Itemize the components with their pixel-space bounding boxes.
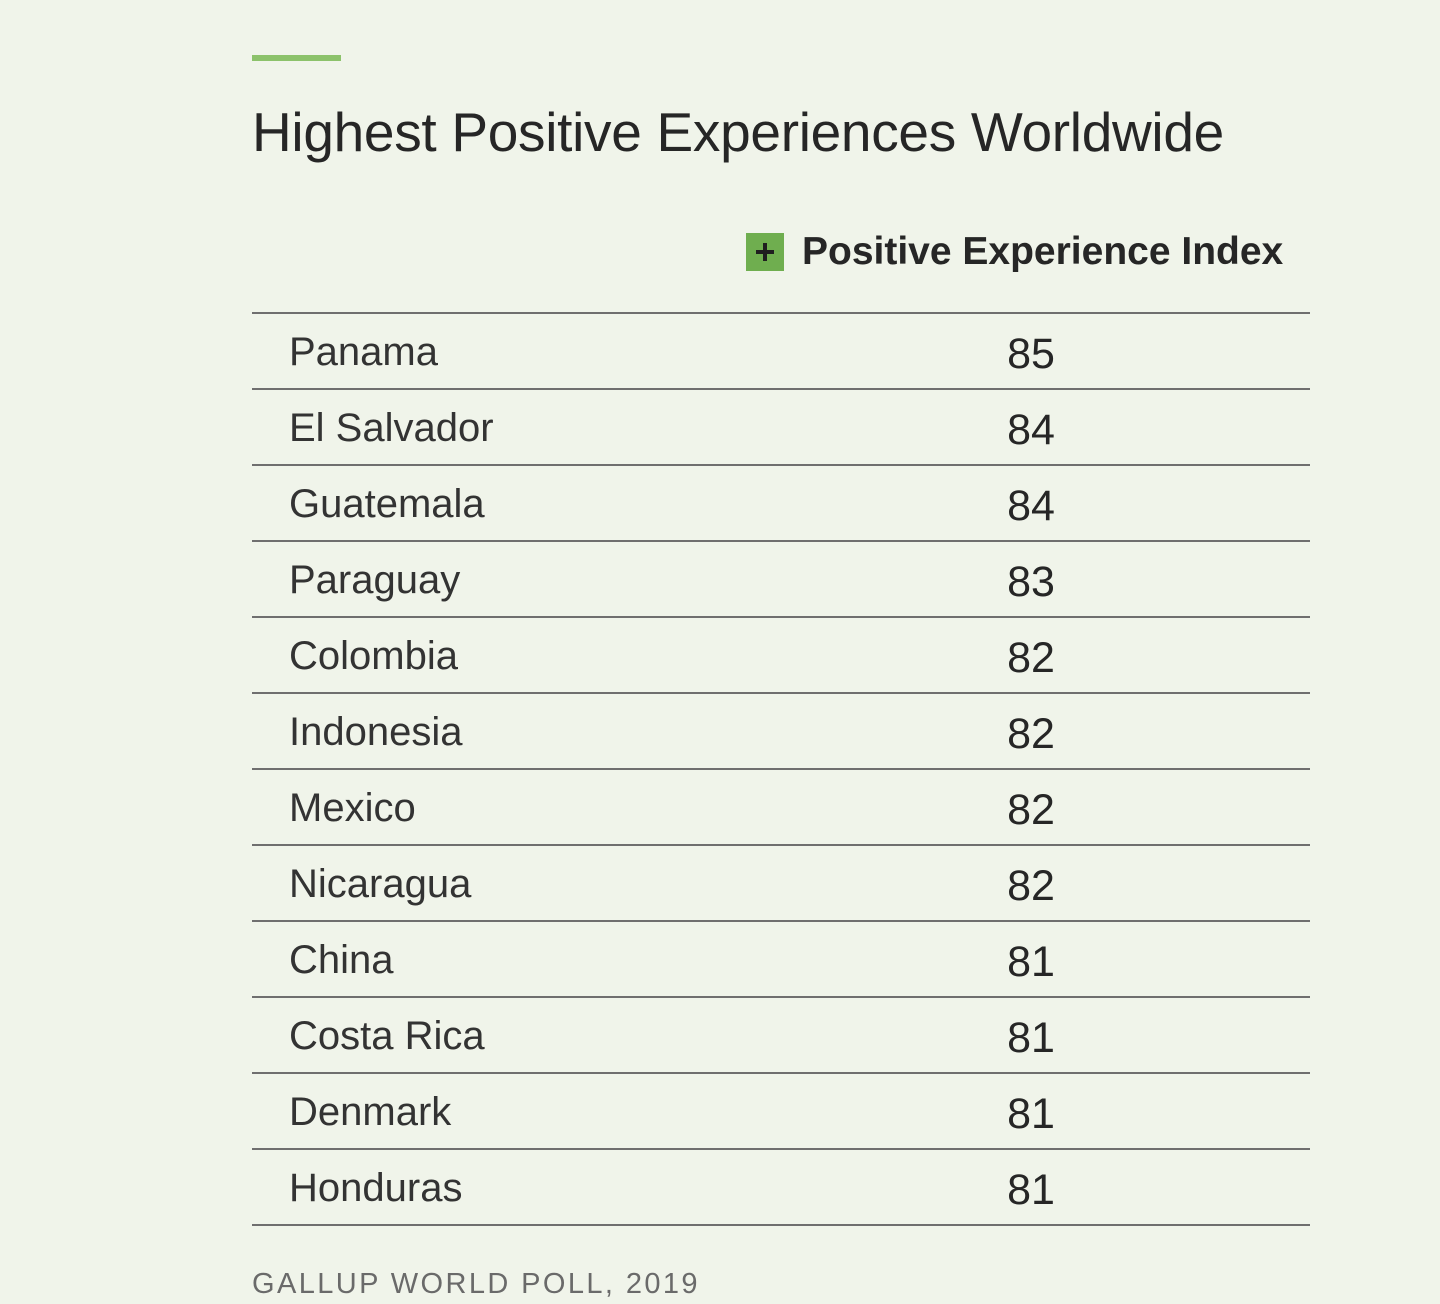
country-label: Nicaragua — [289, 862, 472, 906]
index-value: 81 — [1007, 1014, 1055, 1062]
country-label: China — [289, 938, 394, 982]
legend: Positive Experience Index — [746, 230, 1284, 273]
source-note: GALLUP WORLD POLL, 2019 — [252, 1268, 700, 1300]
legend-label: Positive Experience Index — [802, 230, 1284, 273]
table-row: Honduras 81 — [252, 1150, 1310, 1226]
country-label: Indonesia — [289, 710, 463, 754]
index-value: 81 — [1007, 938, 1055, 986]
table-row: Paraguay 83 — [252, 542, 1310, 618]
index-value: 84 — [1007, 406, 1055, 454]
index-value: 83 — [1007, 558, 1055, 606]
index-value: 82 — [1007, 710, 1055, 758]
accent-bar — [252, 55, 341, 61]
table-row: Guatemala 84 — [252, 466, 1310, 542]
country-label: Guatemala — [289, 482, 485, 526]
country-label: Costa Rica — [289, 1014, 485, 1058]
index-value: 82 — [1007, 862, 1055, 910]
index-value: 82 — [1007, 634, 1055, 682]
index-value: 82 — [1007, 786, 1055, 834]
country-label: Honduras — [289, 1166, 463, 1210]
country-label: Denmark — [289, 1090, 452, 1134]
country-label: Mexico — [289, 786, 416, 830]
table-row: Denmark 81 — [252, 1074, 1310, 1150]
country-label: Colombia — [289, 634, 458, 678]
table-row: China 81 — [252, 922, 1310, 998]
table-row: Colombia 82 — [252, 618, 1310, 694]
table-row: El Salvador 84 — [252, 390, 1310, 466]
table-row: Mexico 82 — [252, 770, 1310, 846]
data-table: Panama 85 El Salvador 84 Guatemala 84 Paraguay… — [252, 312, 1310, 1226]
table-row: Nicaragua 82 — [252, 846, 1310, 922]
plus-icon — [746, 233, 784, 271]
country-label: El Salvador — [289, 406, 494, 450]
index-value: 85 — [1007, 330, 1055, 378]
country-label: Panama — [289, 330, 438, 374]
chart-title: Highest Positive Experiences Worldwide — [252, 101, 1224, 163]
table-row: Indonesia 82 — [252, 694, 1310, 770]
table-row: Costa Rica 81 — [252, 998, 1310, 1074]
table-row: Panama 85 — [252, 314, 1310, 390]
index-value: 84 — [1007, 482, 1055, 530]
country-label: Paraguay — [289, 558, 461, 602]
index-value: 81 — [1007, 1090, 1055, 1138]
index-value: 81 — [1007, 1166, 1055, 1214]
